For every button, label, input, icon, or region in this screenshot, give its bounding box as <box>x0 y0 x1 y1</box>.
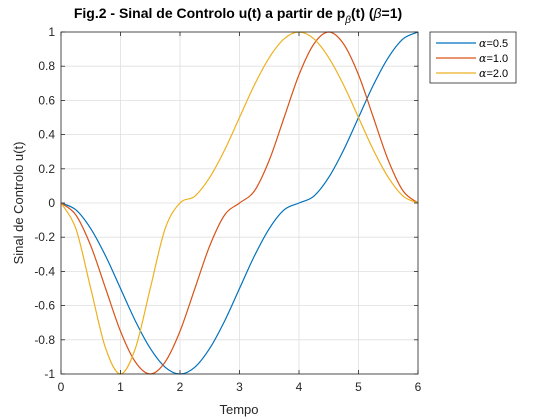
x-tick-label: 3 <box>236 380 243 394</box>
x-tick-label: 5 <box>355 380 362 394</box>
y-tick-label: -0.8 <box>34 333 55 347</box>
legend-label-1: α=0.5 <box>479 37 508 50</box>
legend: α=0.5 α=1.0 α=2.0 <box>429 31 517 84</box>
series-line-2 <box>60 31 419 375</box>
x-tick-label: 4 <box>296 380 303 394</box>
tick-labels: 0 1 2 3 4 5 6 -1 -0.8 -0.6 -0.4 -0.2 0 0.2 0.4 0.6 0.8 1 <box>34 25 421 394</box>
x-tick-label: 6 <box>415 380 422 394</box>
y-tick-label: 0 <box>48 196 55 210</box>
y-tick-label: -0.6 <box>34 299 55 313</box>
y-tick-label: -1 <box>44 367 55 381</box>
y-tick-label: -0.2 <box>34 230 55 244</box>
y-tick-label: 0.6 <box>38 93 55 107</box>
x-tick-label: 2 <box>177 380 184 394</box>
x-tick-label: 0 <box>58 380 65 394</box>
y-tick-label: 0.2 <box>38 162 55 176</box>
legend-label-2: α=1.0 <box>479 52 508 65</box>
legend-label-3: α=2.0 <box>479 67 508 80</box>
y-tick-label: 1 <box>48 25 55 39</box>
y-tick-label: 0.8 <box>38 59 55 73</box>
y-tick-label: 0.4 <box>38 128 55 142</box>
x-axis-label: Tempo <box>219 402 258 417</box>
x-tick-label: 1 <box>117 380 124 394</box>
y-tick-label: -0.4 <box>34 264 55 278</box>
y-axis-label: Sinal de Controlo u(t) <box>11 142 26 265</box>
tick-marks <box>60 31 419 375</box>
chart-title: Fig.2 - Sinal de Controlo u(t) a partir … <box>74 5 402 26</box>
